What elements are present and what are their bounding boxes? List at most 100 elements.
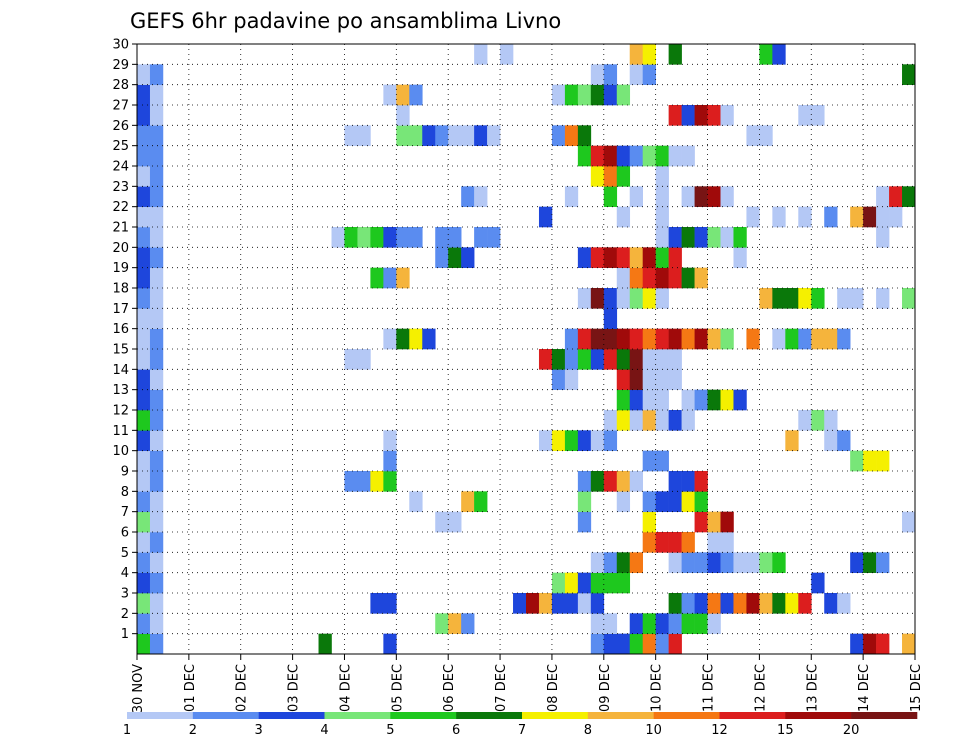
heatmap-cell [733,389,747,411]
heatmap-cell [149,145,164,167]
heatmap-cell [642,44,656,65]
heatmap-cell [655,633,669,655]
heatmap-cell [720,227,734,248]
heatmap-cell [564,572,579,594]
heatmap-cell [746,552,760,573]
heatmap-cell [577,572,592,594]
heatmap-cell [629,369,643,390]
heatmap-cell [681,389,695,411]
heatmap-cell [733,593,747,614]
heatmap-cell [370,267,384,289]
heatmap-cell [811,105,825,126]
heatmap-cell [668,349,682,370]
heatmap-cell [487,125,501,146]
heatmap-cell [513,593,527,614]
heatmap-cell [798,288,812,309]
heatmap-cell [863,633,877,655]
x-axis-ticks: 30 NOV 01 DEC 02 DEC 03 DEC 04 DEC 05 DEC 06 D… [131,654,924,713]
heatmap-cell [383,593,397,614]
heatmap-cell [681,328,695,350]
heatmap-cell [603,247,618,268]
y-tick-label: 9 [121,465,129,480]
heatmap-cell [850,552,864,573]
heatmap-cell [889,206,903,228]
heatmap-cell [785,328,799,350]
heatmap-cell [603,613,618,634]
heatmap-cell [681,552,695,573]
heatmap-cell [863,206,877,228]
heatmap-cell [629,186,643,207]
heatmap-cell [357,349,371,370]
colorbar-segment [192,712,259,719]
heatmap-cell [655,166,669,187]
heatmap-cell [668,410,682,431]
heatmap-cell [137,450,151,472]
colorbar-segment [785,712,852,719]
y-tick-label: 23 [112,180,129,195]
heatmap-cell [422,125,436,146]
heatmap-cell [396,84,410,106]
y-tick-label: 27 [112,99,129,114]
heatmap-cell [137,125,151,146]
heatmap-cell [149,369,164,390]
heatmap-cell [616,166,631,187]
heatmap-cell [137,369,151,390]
heatmap-cell [694,593,708,614]
heatmap-cell [876,633,890,655]
heatmap-cell [137,593,151,614]
heatmap-cell [577,349,592,370]
heatmap-cell [564,593,579,614]
heatmap-cell [785,288,799,309]
x-tick-label: 11 DEC [702,664,717,712]
heatmap-cell [577,84,592,106]
x-tick-label: 04 DEC [338,664,353,712]
heatmap-cell [837,288,851,309]
heatmap-cell [383,227,397,248]
heatmap-cell [616,247,631,268]
heatmap-cell [137,491,151,512]
heatmap-cell [681,593,695,614]
heatmap-cell [629,328,643,350]
heatmap-cell [785,430,799,451]
heatmap-cell [642,145,656,167]
heatmap-cell [616,633,631,655]
heatmap-cell [357,227,371,248]
heatmap-cell [435,613,449,634]
heatmap-cell [149,633,164,655]
heatmap-cell [655,410,669,431]
heatmap-cell [616,206,631,228]
heatmap-cell [435,511,449,533]
heatmap-cell [642,247,656,268]
x-tick-label: 07 DEC [494,664,509,712]
heatmap-cell [785,593,799,614]
heatmap-cell [681,145,695,167]
heatmap-cell [551,593,566,614]
y-axis-ticks: 1234567891011121314151617181920212223242… [112,38,137,642]
heatmap-cell [902,288,916,309]
y-tick-label: 22 [112,200,129,215]
heatmap-cell [720,593,734,614]
y-tick-label: 8 [121,485,129,500]
heatmap-cell [655,613,669,634]
heatmap-cell [318,633,332,655]
y-tick-label: 4 [121,566,129,581]
heatmap-cell [694,389,708,411]
heatmap-cell [137,227,151,248]
heatmap-cell [564,84,579,106]
heatmap-cell [357,125,371,146]
heatmap-cell [577,491,592,512]
heatmap-cell [837,328,851,350]
x-tick-label: 05 DEC [390,664,405,712]
heatmap-cell [629,267,643,289]
heatmap-cell [461,125,475,146]
y-tick-label: 18 [112,282,129,297]
heatmap-cell [642,491,656,512]
heatmap-cell [590,633,605,655]
heatmap-cells [137,44,916,655]
heatmap-cell [137,206,151,228]
heatmap-cell [149,613,164,634]
heatmap-cell [590,471,605,492]
heatmap-cell [759,288,773,309]
heatmap-cell [902,633,916,655]
